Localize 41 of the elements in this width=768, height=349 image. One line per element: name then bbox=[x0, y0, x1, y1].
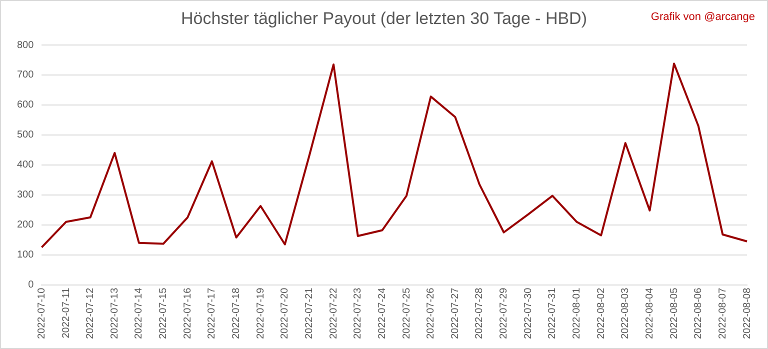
x-tick-label: 2022-07-18 bbox=[231, 287, 242, 340]
x-tick-label: 2022-07-23 bbox=[352, 287, 364, 340]
x-tick-label: 2022-08-07 bbox=[717, 287, 728, 340]
x-tick-label: 2022-07-10 bbox=[36, 287, 48, 340]
x-tick-label: 2022-08-06 bbox=[693, 287, 704, 340]
y-tick-label: 200 bbox=[16, 220, 34, 231]
x-tick-label: 2022-07-24 bbox=[376, 287, 388, 340]
y-tick-label: 700 bbox=[16, 70, 34, 81]
y-tick-label: 400 bbox=[16, 160, 34, 171]
x-tick-label: 2022-07-30 bbox=[522, 287, 534, 340]
x-tick-label: 2022-07-27 bbox=[450, 287, 461, 340]
chart-title: Höchster täglicher Payout (der letzten 30 Tage - HBD) bbox=[181, 9, 587, 28]
x-tick-label: 2022-07-17 bbox=[206, 287, 218, 340]
x-tick-label: 2022-07-16 bbox=[182, 287, 194, 340]
x-tick-label: 2022-08-05 bbox=[668, 287, 680, 340]
y-tick-label: 100 bbox=[16, 250, 34, 261]
x-tick-label: 2022-07-29 bbox=[498, 287, 510, 340]
x-tick-label: 2022-07-25 bbox=[401, 287, 412, 340]
x-tick-label: 2022-08-03 bbox=[620, 287, 632, 340]
x-tick-label: 2022-07-14 bbox=[134, 287, 145, 340]
y-tick-label: 800 bbox=[16, 40, 34, 51]
y-tick-label: 500 bbox=[16, 130, 34, 141]
y-tick-label: 300 bbox=[16, 190, 34, 201]
x-tick-label: 2022-07-15 bbox=[158, 287, 170, 340]
x-tick-label: 2022-07-28 bbox=[474, 287, 486, 340]
x-tick-label: 2022-07-22 bbox=[328, 287, 340, 340]
x-tick-label: 2022-07-26 bbox=[426, 287, 437, 340]
x-tick-label: 2022-07-11 bbox=[60, 287, 72, 338]
x-tick-label: 2022-07-21 bbox=[304, 287, 315, 340]
x-tick-label: 2022-07-20 bbox=[280, 287, 291, 340]
x-tick-label: 2022-07-13 bbox=[109, 287, 120, 340]
x-tick-label: 2022-07-19 bbox=[255, 287, 266, 340]
x-tick-label: 2022-08-02 bbox=[596, 287, 607, 340]
x-tick-label: 2022-07-12 bbox=[85, 287, 96, 340]
y-tick-label: 0 bbox=[28, 280, 34, 291]
y-tick-label: 600 bbox=[16, 100, 34, 111]
x-tick-label: 2022-08-04 bbox=[644, 287, 656, 340]
x-tick-label: 2022-08-08 bbox=[742, 287, 753, 340]
text: Grafik von @arcange bbox=[650, 11, 755, 23]
x-tick-label: 2022-07-31 bbox=[547, 287, 558, 340]
x-tick-label: 2022-08-01 bbox=[572, 287, 582, 340]
